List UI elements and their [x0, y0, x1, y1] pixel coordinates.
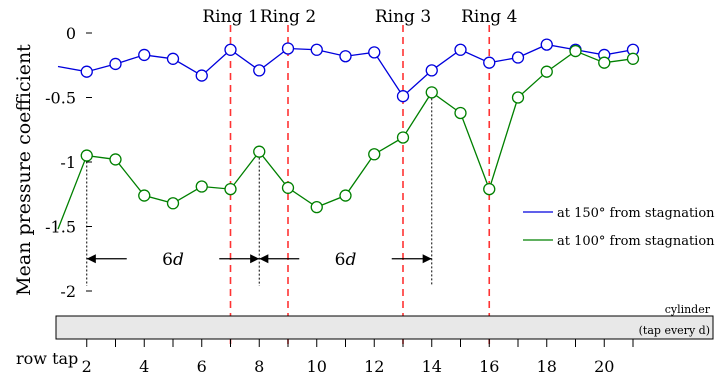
series-2-point	[483, 182, 496, 196]
series-2-point	[511, 91, 525, 104]
cylinder-label: cylinder	[665, 303, 711, 316]
series-1-point	[138, 48, 151, 62]
series-1-point	[425, 64, 438, 77]
series-2-point	[339, 189, 352, 202]
series-2-point	[195, 180, 208, 193]
series-2-point	[454, 106, 467, 120]
x-tick-label: 20	[594, 357, 614, 376]
ring-label: Ring 3	[375, 7, 431, 27]
series-1-point	[454, 43, 467, 56]
series-1-point	[483, 56, 496, 69]
ring-label: Ring 1	[202, 7, 258, 27]
x-tick-label: 18	[537, 357, 557, 376]
series-2-point	[368, 148, 381, 161]
y-tick-label: -1	[60, 153, 76, 172]
legend-label-1: at 150° from stagnation	[557, 206, 715, 221]
span-label-number: 6	[162, 250, 173, 270]
x-tick-label: 14	[422, 357, 442, 376]
cylinder-bar	[55, 315, 714, 340]
series-2-point	[253, 145, 266, 158]
x-tick-label: 4	[139, 357, 149, 376]
legend-label-2: at 100° from stagnation	[557, 234, 715, 249]
series-2-point	[626, 52, 640, 65]
span-label: 6d	[335, 250, 357, 270]
legend-layer: at 150° from stagnation at 100° from stag…	[523, 206, 715, 249]
cylinder-layer: cylinder (tap every d)	[55, 303, 714, 340]
x-axis-label: row tap	[16, 349, 78, 368]
series-2-point	[109, 153, 122, 166]
series-layer	[57, 38, 640, 230]
ring-label: Ring 2	[260, 7, 316, 27]
series-2-point	[80, 149, 93, 162]
series-1-point	[166, 52, 180, 65]
y-axis-label: Mean pressure coefficient	[13, 44, 35, 296]
ring-lines-layer: Ring 1 Ring 2 Ring 3 Ring 4	[202, 7, 517, 346]
x-tick-label: 16	[479, 357, 499, 376]
series-2-point	[540, 65, 553, 78]
series-2-point	[598, 56, 611, 69]
series-2-point	[166, 197, 180, 210]
cylinder-note: (tap every d)	[639, 324, 710, 337]
x-tick-label: 6	[197, 357, 207, 376]
series-1-point	[540, 38, 553, 51]
series-1-point	[195, 69, 208, 82]
series-2-point	[224, 182, 237, 196]
series-1-point	[281, 42, 295, 55]
series-1-point	[339, 50, 352, 63]
ring-label: Ring 4	[461, 7, 517, 27]
series-1-point	[511, 51, 525, 64]
x-tick-label: 8	[254, 357, 264, 376]
span-label: 6d	[162, 250, 184, 270]
series-2-point	[138, 189, 151, 202]
series-2-point	[396, 131, 410, 144]
y-tick-label: -1.5	[45, 218, 76, 237]
series-1-point	[368, 46, 381, 59]
series-2-point	[310, 200, 323, 214]
y-tick-label: 0	[66, 24, 76, 43]
series-1-point	[224, 43, 237, 56]
span-label-italic: d	[173, 250, 184, 270]
series-1-point	[109, 57, 122, 71]
y-tick-label: -0.5	[45, 89, 76, 108]
x-tick-label: 2	[82, 357, 92, 376]
span-label-italic: d	[345, 250, 356, 270]
series-1-point	[253, 64, 266, 77]
span-label-number: 6	[335, 250, 346, 270]
series-1-point	[80, 65, 93, 78]
series-2-point	[281, 181, 295, 194]
series-2-point	[425, 86, 438, 99]
axes-layer: 0 -0.5 -1 -1.5 -2 2 4 6 8 10 12 14 16 18 20	[45, 24, 634, 376]
x-tick-label: 12	[364, 357, 384, 376]
annotation-layer: 6d 6d	[86, 98, 433, 286]
series-1-point	[396, 90, 410, 103]
x-tick-label: 10	[307, 357, 327, 376]
series-2-point	[569, 44, 582, 58]
y-tick-label: -2	[60, 282, 76, 301]
series-1-point	[310, 43, 323, 56]
